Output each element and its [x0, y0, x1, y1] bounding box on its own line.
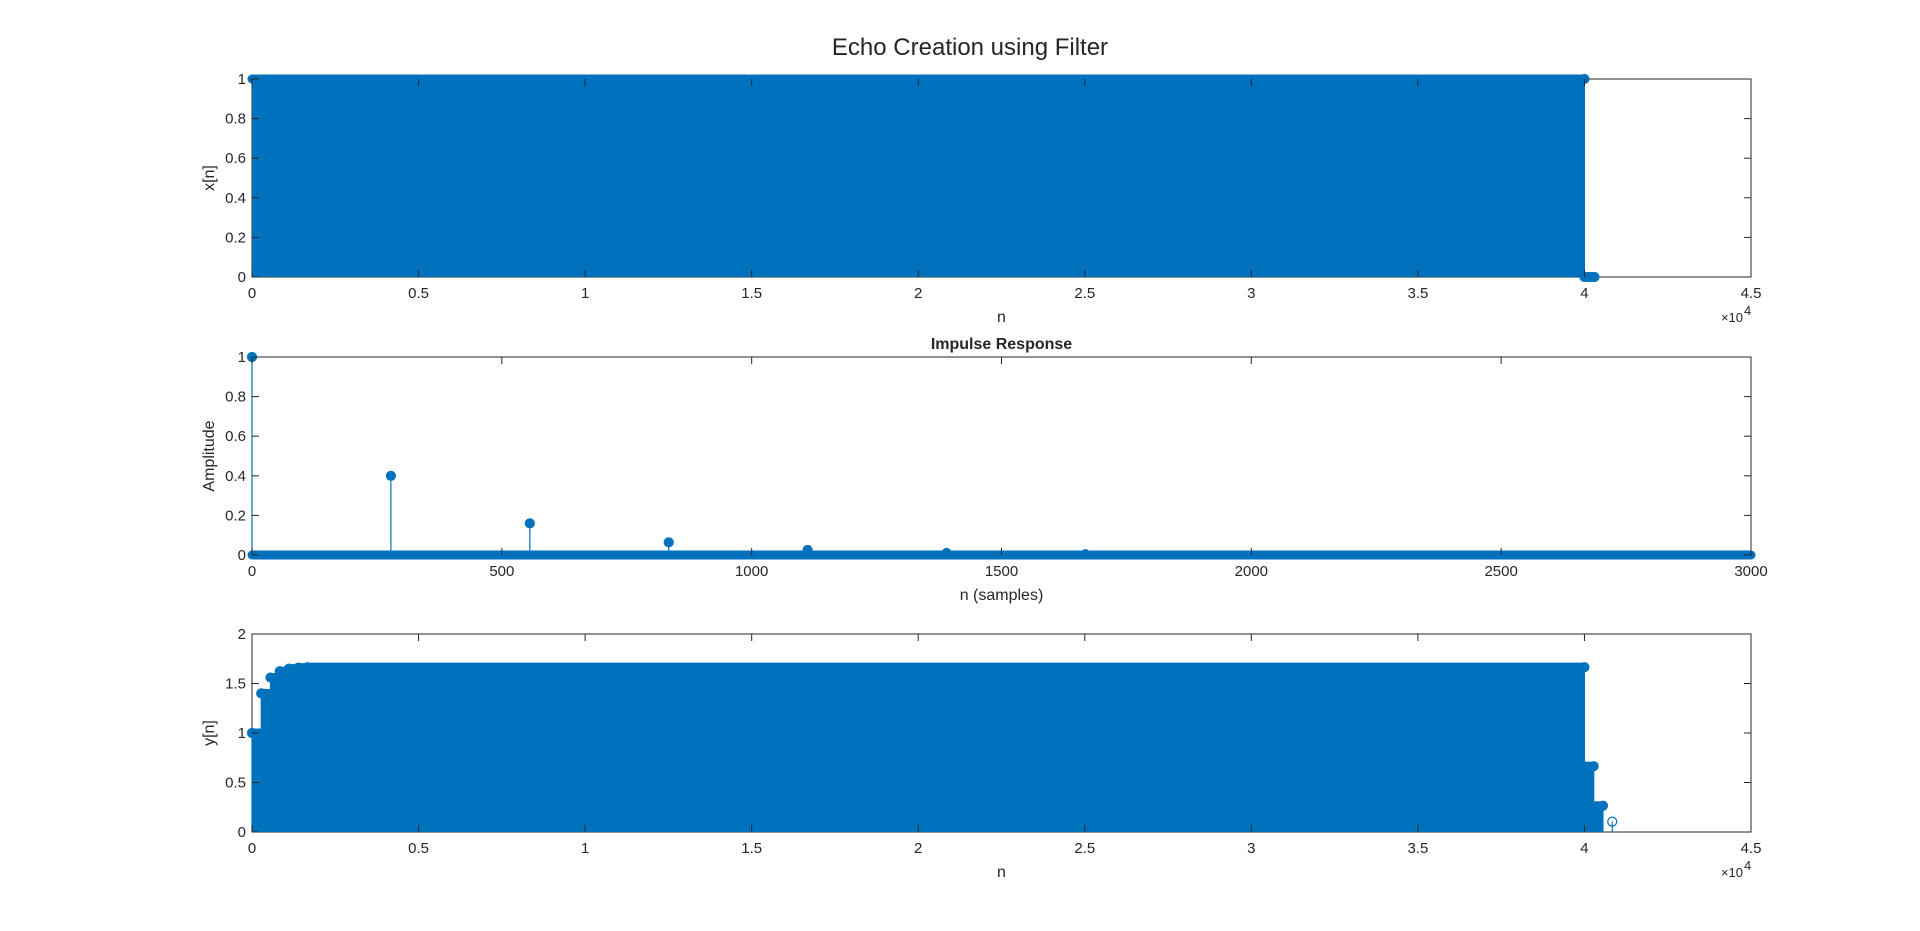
x-tick-label: 2000 [1235, 563, 1268, 580]
x-tick-label: 1500 [985, 563, 1018, 580]
stem-fill-block [252, 79, 1585, 277]
y-tick-label: 1 [238, 349, 246, 366]
y-tick-label: 0.5 [225, 775, 246, 792]
y-tick-label: 0.6 [225, 428, 246, 445]
x-tick-label: 3 [1247, 840, 1255, 857]
x-tick-label: 2 [914, 840, 922, 857]
stem-fill-block [289, 668, 299, 832]
x-tick-label: 1 [581, 285, 589, 302]
stem-marker [1080, 549, 1091, 560]
stem-fill-block [279, 671, 290, 832]
stem-marker [265, 672, 276, 683]
x-tick-label: 1000 [735, 563, 768, 580]
x-exponent-label: ×10 [1721, 865, 1743, 880]
x-tick-label: 2 [914, 285, 922, 302]
x-tick-label: 4 [1580, 285, 1588, 302]
x-tick-label: 4.5 [1741, 840, 1762, 857]
y-tick-label: 1 [238, 71, 246, 88]
x-tick-label: 2.5 [1074, 285, 1095, 302]
x-exponent-power: 4 [1744, 303, 1751, 318]
stem-marker [385, 470, 397, 481]
stem-marker [256, 688, 267, 699]
stem-marker [663, 537, 674, 548]
y-tick-label: 0 [238, 547, 246, 564]
stem-marker [1597, 800, 1609, 811]
axes-box [251, 356, 1752, 556]
stem-marker [1588, 761, 1599, 772]
y-tick-label: 0 [238, 824, 246, 841]
x-tick-label: 0 [248, 840, 256, 857]
x-tick-label: 1.5 [741, 840, 762, 857]
y-tick-label: 0.4 [225, 468, 246, 485]
x-tick-label: 500 [489, 563, 514, 580]
y-tick-label: 1 [238, 725, 246, 742]
y-tick-label: 0.8 [225, 111, 246, 128]
subplot-title: Impulse Response [931, 336, 1072, 353]
x-tick-label: 0 [248, 563, 256, 580]
y-tick-label: 0 [238, 269, 246, 286]
stem-marker [524, 518, 535, 529]
x-exponent-power: 4 [1744, 858, 1751, 873]
x-tick-label: 3000 [1734, 563, 1767, 580]
stem-marker [941, 547, 952, 559]
y-tick-label: 0.4 [225, 190, 246, 207]
subplot-2: 0 500 1000 1500 2000 2500 3000 0 0.2 0.4 0.6 0.8 1 n … [201, 336, 1768, 604]
stem-fill-block [1593, 805, 1603, 832]
x-tick-label: 0 [248, 285, 256, 302]
x-tick-label: 0.5 [408, 840, 429, 857]
x-tick-label: 3 [1247, 285, 1255, 302]
stem-marker [293, 662, 304, 673]
stem-marker [802, 544, 813, 556]
stem-marker [1589, 271, 1600, 283]
stem-marker [1579, 662, 1590, 673]
x-tick-label: 2500 [1484, 563, 1517, 580]
x-tick-label: 1 [581, 840, 589, 857]
x-exponent-label: ×10 [1721, 310, 1743, 325]
x-tick-label: 3.5 [1407, 840, 1428, 857]
x-tick-label: 4.5 [1741, 285, 1762, 302]
y-tick-label: 0.2 [225, 229, 246, 246]
x-axis-label: n (samples) [960, 587, 1044, 604]
y-tick-label: 2 [238, 626, 246, 643]
x-tick-label: 0.5 [408, 285, 429, 302]
x-tick-label: 4 [1580, 840, 1588, 857]
y-tick-label: 0.6 [225, 150, 246, 167]
stem-fill-block [1584, 766, 1594, 832]
x-axis-label: n [997, 309, 1006, 326]
stem-fill-block [298, 667, 308, 832]
stem-marker [274, 666, 285, 677]
stem-fill-block [261, 693, 271, 832]
stem-marker [283, 663, 295, 674]
y-axis-label: x[n] [201, 165, 218, 191]
stem-marker [1607, 816, 1618, 827]
y-axis-label: Amplitude [201, 420, 218, 491]
y-tick-label: 0.8 [225, 389, 246, 406]
stem-fill-block [307, 667, 1585, 832]
y-tick-label: 0.2 [225, 507, 246, 524]
axes-container: 0 0.5 1 1.5 2 2.5 3 3.5 4 4.500.20.40.60.81nx[n]×… [201, 71, 1768, 881]
y-tick-label: 1.5 [225, 676, 246, 693]
x-axis-label: n [997, 864, 1006, 881]
stem-fill-block [270, 677, 280, 832]
x-tick-label: 3.5 [1407, 285, 1428, 302]
figure-title: Echo Creation using Filter [832, 34, 1108, 61]
y-axis-label: y[n] [201, 720, 218, 746]
stem-marker [302, 662, 313, 673]
subplot-1: 0 0.5 1 1.5 2 2.5 3 3.5 4 4.500.20.40.60.81nx[n]×… [201, 71, 1761, 326]
x-tick-label: 1.5 [741, 285, 762, 302]
x-tick-label: 2.5 [1074, 840, 1095, 857]
